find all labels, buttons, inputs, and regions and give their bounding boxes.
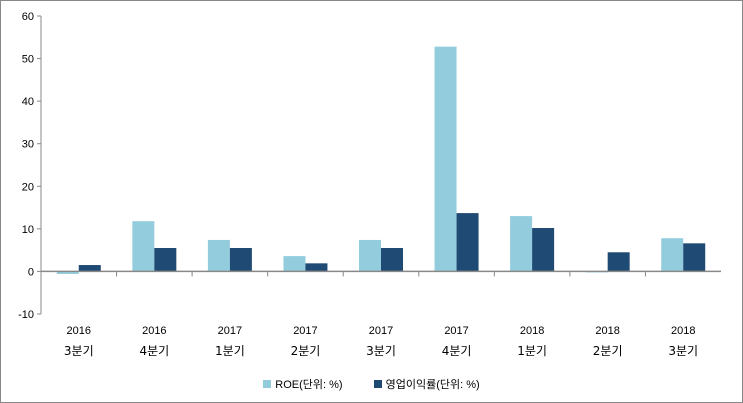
x-tick-label-year: 2016 <box>142 325 166 337</box>
bar-opm <box>532 228 555 272</box>
y-tick-label: 20 <box>22 181 34 193</box>
bar-opm <box>456 213 479 272</box>
legend: ROE(단위: %) 영업이익률(단위: %) <box>1 376 742 392</box>
bar-roe <box>283 256 306 272</box>
bar-roe <box>132 221 155 272</box>
legend-item-opm: 영업이익률(단위: %) <box>373 376 480 392</box>
y-tick-label: -10 <box>18 309 34 321</box>
legend-swatch-opm <box>373 380 382 388</box>
legend-swatch-roe <box>263 380 272 388</box>
x-tick-label-year: 2017 <box>293 325 317 337</box>
bar-roe <box>207 239 230 272</box>
bar-roe <box>434 46 457 272</box>
bar-opm <box>607 252 630 272</box>
x-tick-label-quarter: 3분기 <box>366 344 396 358</box>
x-tick-label-quarter: 4분기 <box>442 344 472 358</box>
bar-opm <box>78 265 101 272</box>
x-tick-label-quarter: 2분기 <box>593 344 623 358</box>
y-tick-label: 10 <box>22 224 34 236</box>
y-tick-label: 50 <box>22 54 34 66</box>
bar-roe <box>661 238 684 272</box>
x-tick-label-quarter: 2분기 <box>291 344 321 358</box>
x-tick-label-quarter: 1분기 <box>215 344 245 358</box>
x-tick-label-year: 2018 <box>595 325 619 337</box>
x-tick-label-year: 2018 <box>671 325 695 337</box>
bar-opm <box>381 248 403 272</box>
legend-label-roe: ROE(단위: %) <box>275 379 343 391</box>
x-tick-label-quarter: 1분기 <box>517 344 547 358</box>
legend-label-opm: 영업이익률(단위: %) <box>385 379 480 391</box>
bar-roe <box>56 271 79 274</box>
x-tick-label-quarter: 3분기 <box>64 344 94 358</box>
bar-opm <box>305 263 328 272</box>
bar-opm <box>683 243 706 272</box>
y-tick-label: 60 <box>22 11 34 23</box>
plot-area: -10 0 10 20 30 40 50 60 2016 3분기 2016 4분기 2017 1분기 201… <box>18 11 721 358</box>
x-tick-label-year: 2018 <box>520 325 544 337</box>
x-tick-label-year: 2017 <box>444 325 468 337</box>
bar-roe <box>359 239 381 272</box>
x-tick-label-quarter: 4분기 <box>139 344 169 358</box>
y-tick-label: 0 <box>28 266 34 278</box>
x-tick-label-year: 2017 <box>369 325 393 337</box>
x-tick-label-year: 2016 <box>67 325 91 337</box>
y-tick-label: 40 <box>22 96 34 108</box>
bar-opm <box>154 248 177 272</box>
x-tick-label-quarter: 3분기 <box>668 344 698 358</box>
y-tick-label: 30 <box>22 139 34 151</box>
x-tick-label-year: 2017 <box>218 325 242 337</box>
legend-item-roe: ROE(단위: %) <box>263 376 343 392</box>
bar-roe <box>510 216 533 272</box>
bar-opm <box>229 248 252 272</box>
